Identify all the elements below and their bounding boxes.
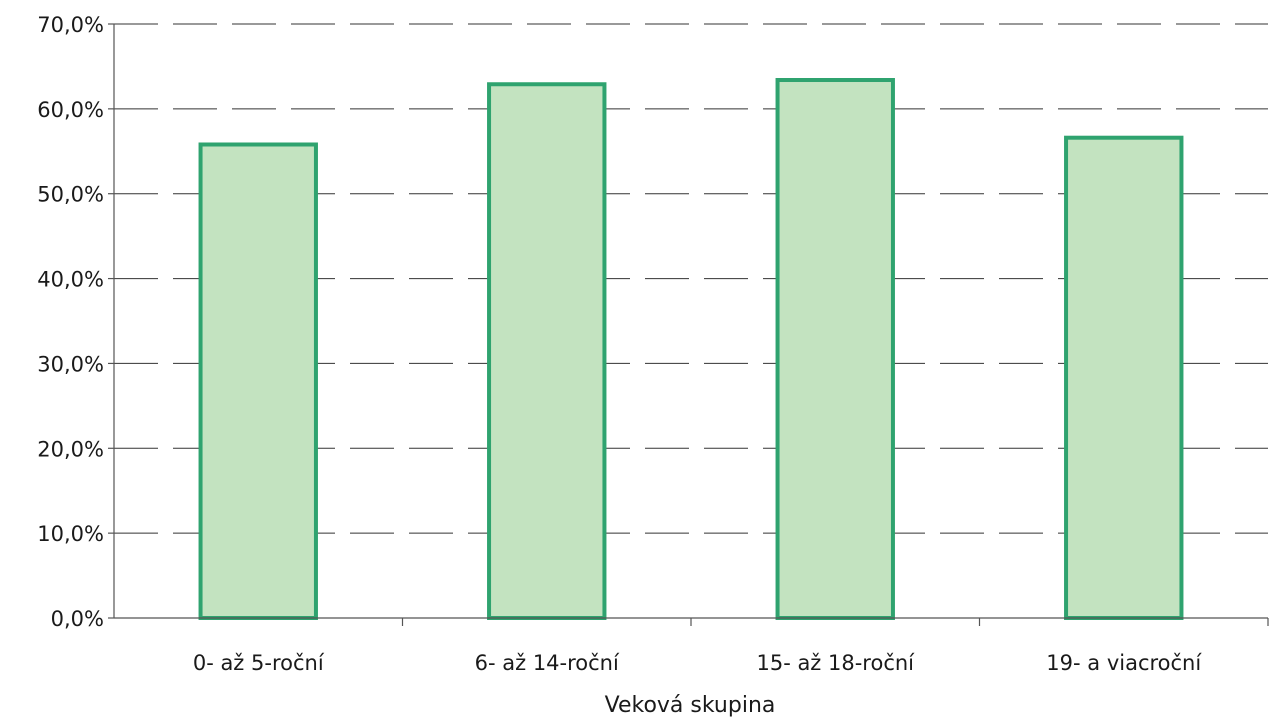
x-axis-title: Veková skupina <box>605 693 776 718</box>
y-tick-label: 10,0% <box>37 522 104 546</box>
y-tick-label: 20,0% <box>37 437 104 461</box>
y-tick-label: 50,0% <box>37 183 104 207</box>
x-tick-label: 0- až 5-roční <box>193 651 325 675</box>
y-tick-label: 30,0% <box>37 352 104 376</box>
y-tick-label: 60,0% <box>37 98 104 122</box>
bar <box>775 78 895 620</box>
bars <box>198 78 1184 621</box>
bar <box>487 82 607 620</box>
y-tick-label: 0,0% <box>51 607 104 631</box>
bar <box>1064 135 1184 621</box>
axes <box>108 23 1269 626</box>
tick-labels: 0,0% 10,0% 20,0% 30,0% 40,0% 50,0% 60,0% 70,0% 0… <box>37 13 1202 675</box>
y-tick-label: 40,0% <box>37 268 104 292</box>
x-tick-label: 19- a viacroční <box>1046 651 1202 675</box>
y-tick-label: 70,0% <box>37 13 104 37</box>
x-tick-label: 6- až 14-roční <box>475 651 620 675</box>
x-tick-label: 15- až 18-roční <box>756 651 915 675</box>
bar <box>198 142 318 621</box>
